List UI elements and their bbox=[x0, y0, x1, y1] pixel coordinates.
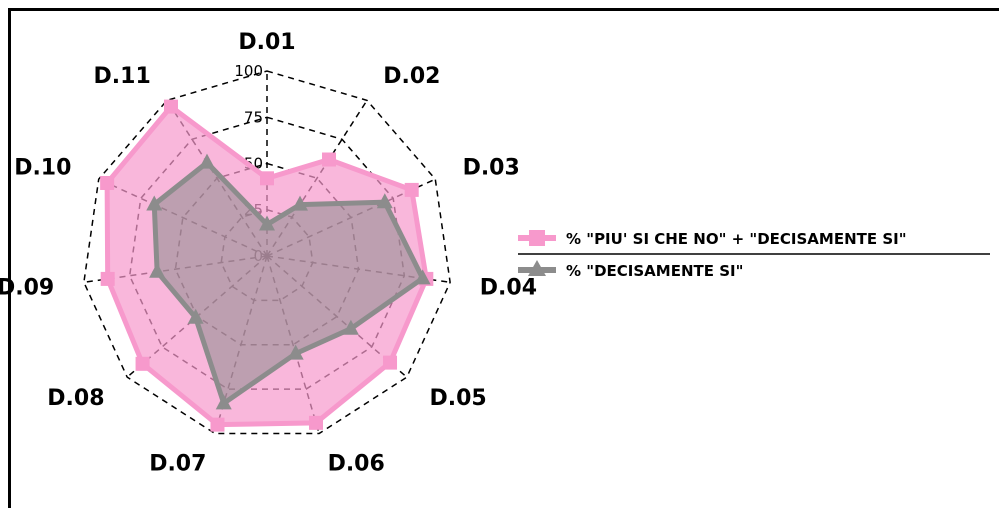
series-1-point-7 bbox=[210, 417, 225, 432]
series-2-area bbox=[154, 162, 423, 404]
category-label-d10: D.10 bbox=[14, 156, 71, 181]
category-label-d03: D.03 bbox=[463, 156, 520, 181]
legend-marker-series-1 bbox=[529, 230, 545, 246]
legend: % "PIU' SI CHE NO" + "DECISAMENTE SI" % … bbox=[518, 230, 990, 280]
category-labels: D.01 D.02 D.03 D.04 D.05 D.06 D.07 D.08 … bbox=[0, 30, 537, 476]
category-label-d11: D.11 bbox=[94, 64, 151, 89]
category-label-d08: D.08 bbox=[47, 386, 104, 411]
grid-ring-100 bbox=[83, 70, 451, 435]
series-layer bbox=[100, 99, 434, 432]
series-2-point-9 bbox=[149, 262, 166, 278]
category-label-d09: D.09 bbox=[0, 276, 54, 301]
series-1-point-3 bbox=[404, 182, 419, 197]
series-2-point-8 bbox=[187, 308, 204, 324]
r-tick-label-100: 100 bbox=[234, 62, 263, 80]
series-2-point-6 bbox=[287, 344, 304, 360]
category-label-d04: D.04 bbox=[480, 276, 537, 301]
series-1-point-11 bbox=[163, 99, 178, 114]
radar-chart: 0 25 50 75 100 D.01 D.02 D.03 D.04 D.05 … bbox=[0, 30, 990, 476]
series-1-point-10 bbox=[100, 175, 115, 190]
category-label-d01: D.01 bbox=[238, 30, 295, 55]
category-label-d07: D.07 bbox=[149, 451, 206, 476]
series-1-point-8 bbox=[135, 356, 150, 371]
series-2-point-11 bbox=[198, 153, 215, 169]
series-2-line bbox=[151, 160, 426, 406]
series-1-point-1 bbox=[260, 171, 274, 186]
r-tick-label-75: 75 bbox=[244, 108, 263, 126]
legend-label-series-1: % "PIU' SI CHE NO" + "DECISAMENTE SI" bbox=[566, 230, 907, 248]
series-2-point-2 bbox=[292, 195, 309, 211]
series-2-point-1 bbox=[259, 215, 275, 231]
series-1-point-9 bbox=[100, 271, 115, 286]
series-1-point-6 bbox=[308, 415, 323, 430]
series-2-point-5 bbox=[342, 319, 359, 335]
series-1-point-2 bbox=[322, 152, 337, 167]
legend-label-series-2: % "DECISAMENTE SI" bbox=[566, 262, 743, 280]
legend-marker-series-2 bbox=[528, 260, 546, 276]
category-label-d02: D.02 bbox=[383, 64, 440, 89]
chart-frame bbox=[8, 8, 999, 508]
category-label-d05: D.05 bbox=[429, 386, 486, 411]
series-2-point-10 bbox=[146, 195, 163, 211]
series-2-point-4 bbox=[414, 269, 431, 285]
series-2-point-3 bbox=[376, 193, 393, 209]
series-1-line bbox=[104, 104, 429, 428]
category-label-d06: D.06 bbox=[328, 451, 385, 476]
series-1-point-5 bbox=[383, 355, 398, 370]
series-2-point-7 bbox=[215, 394, 232, 410]
